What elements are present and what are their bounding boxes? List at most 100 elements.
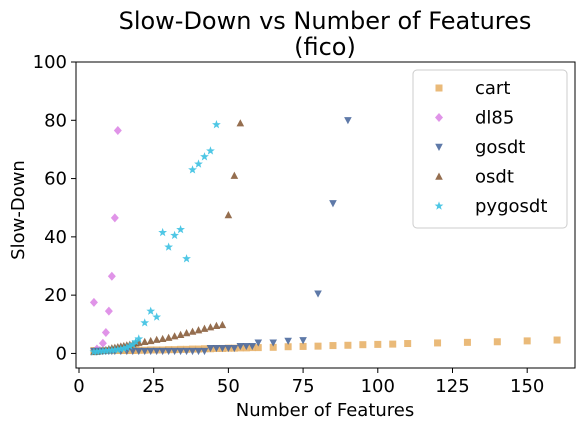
osdt-point [188, 327, 197, 335]
pygosdt-point [125, 341, 135, 350]
dl85-point [110, 213, 119, 223]
pygosdt-point [152, 312, 162, 321]
cart-point [284, 343, 292, 351]
pygosdt-point [119, 343, 129, 353]
pygosdt-point [170, 230, 179, 240]
pygosdt-point [89, 347, 99, 356]
osdt-point [230, 171, 239, 179]
pygosdt-point [101, 346, 111, 355]
pygosdt-point [92, 347, 102, 356]
legend-label-pygosdt: pygosdt [475, 196, 547, 217]
dl85-point [107, 271, 116, 281]
pygosdt-point [176, 224, 185, 234]
legend-box [412, 69, 568, 229]
cart-point [434, 339, 442, 347]
pygosdt-point [158, 227, 168, 237]
gosdt-point [236, 342, 245, 351]
legend-label-osdt: osdt [475, 167, 514, 188]
x-tick-label: 150 [510, 376, 544, 397]
gosdt-point [299, 337, 307, 345]
x-tick-label: 50 [217, 376, 240, 397]
legend-marker-cart [435, 84, 443, 92]
legend-label-cart: cart [475, 78, 510, 99]
osdt-point [140, 337, 149, 345]
pygosdt-point [182, 254, 191, 263]
osdt-point [212, 321, 221, 329]
pygosdt-point [206, 146, 215, 155]
cart-point [329, 342, 337, 350]
cart-point [254, 344, 262, 352]
cart-point [553, 336, 561, 344]
gosdt-point [182, 347, 191, 356]
gosdt-point [248, 342, 257, 351]
osdt-point [164, 333, 173, 341]
legend-label-dl85: dl85 [475, 108, 514, 129]
pygosdt-point [110, 345, 120, 354]
osdt-point [224, 211, 233, 219]
x-tick-label: 75 [292, 376, 315, 397]
pygosdt-point [212, 120, 221, 129]
osdt-point [170, 332, 179, 340]
y-tick-label: 60 [44, 169, 67, 190]
gosdt-point [152, 347, 161, 356]
gosdt-point [170, 347, 179, 356]
plot-marks [89, 117, 561, 356]
gosdt-point [212, 344, 221, 353]
gosdt-point [329, 200, 337, 208]
pygosdt-point [188, 165, 197, 174]
gosdt-point [188, 347, 197, 356]
gosdt-point [242, 342, 251, 351]
gosdt-point [218, 344, 227, 353]
y-tick-label: 0 [56, 343, 67, 364]
x-axis-ticks: 0 25 50 75 100 125 150 [73, 368, 544, 397]
cart-point [299, 342, 307, 350]
x-axis-label: Number of Features [236, 400, 415, 421]
dl85-point [98, 338, 107, 348]
osdt-point [218, 320, 227, 329]
pygosdt-point [98, 346, 108, 355]
cart-point [344, 341, 352, 349]
dl85-point [101, 327, 110, 337]
cart-point [359, 341, 367, 349]
pygosdt-point [164, 242, 173, 251]
pygosdt-point [107, 345, 117, 354]
legend-marker-dl85 [435, 113, 443, 122]
gosdt-point [194, 347, 203, 356]
dl85-point [89, 297, 98, 307]
legend: cart dl85 gosdt osdt pygosdt [412, 69, 568, 229]
pygosdt-point [131, 337, 141, 346]
cart-point [269, 343, 277, 351]
plot-frame [75, 61, 576, 369]
y-axis-ticks: 0 20 40 60 80 100 [33, 52, 76, 364]
x-tick-label: 0 [73, 376, 84, 397]
dl85-point [104, 306, 113, 316]
cart-point [493, 338, 501, 346]
cart-point [404, 340, 412, 348]
chart-subtitle: (fico) [294, 33, 356, 61]
cart-point [374, 340, 382, 348]
x-tick-label: 100 [361, 376, 395, 397]
x-tick-label: 25 [142, 376, 165, 397]
x-tick-label: 125 [435, 376, 469, 397]
gosdt-point [134, 347, 143, 356]
cart-point [523, 337, 531, 345]
cart-point [389, 340, 397, 348]
pygosdt-point [104, 345, 114, 355]
gosdt-point [176, 347, 185, 356]
pygosdt-point [122, 343, 132, 352]
gosdt-point [164, 347, 173, 356]
gosdt-point [314, 290, 322, 298]
osdt-point [200, 324, 209, 332]
gosdt-point [128, 347, 137, 356]
pygosdt-point [146, 306, 156, 315]
gosdt-point [254, 339, 263, 347]
gosdt-point [206, 344, 215, 353]
y-tick-label: 80 [44, 110, 67, 131]
gosdt-point [140, 347, 149, 356]
pygosdt-point [134, 334, 144, 343]
y-tick-label: 40 [44, 227, 67, 248]
legend-label-gosdt: gosdt [475, 137, 525, 158]
osdt-point [206, 323, 215, 331]
chart-title: Slow-Down vs Number of Features [119, 7, 532, 35]
